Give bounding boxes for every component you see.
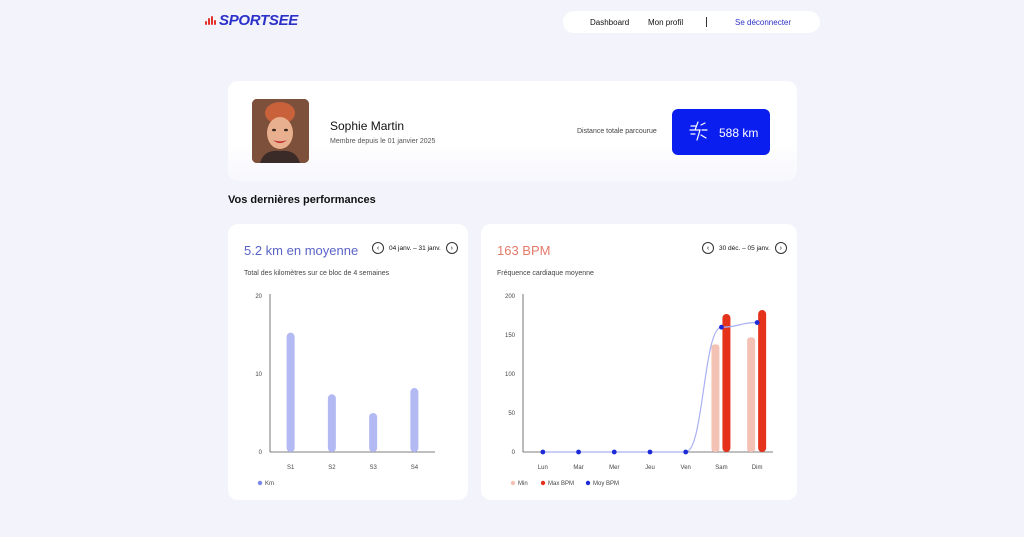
moy-bpm-point <box>540 449 546 455</box>
moy-bpm-point <box>576 449 581 455</box>
km-average-title: 5.2 km en moyenne <box>244 243 359 258</box>
min-bpm-bar <box>711 344 720 452</box>
moy-bpm-point <box>647 449 653 455</box>
section-title: Vos dernières performances <box>228 194 376 206</box>
bpm-date-range: ‹ 30 déc. – 05 janv. › <box>702 242 787 254</box>
y-tick-label: 10 <box>255 372 262 378</box>
x-tick-label: S4 <box>411 465 419 471</box>
bpm-subtitle: Fréquence cardiaque moyenne <box>497 270 594 277</box>
km-date-range: ‹ 04 janv. – 31 janv. › <box>372 242 458 254</box>
lightning-runner-icon <box>689 121 708 141</box>
y-tick-label: 0 <box>512 450 516 456</box>
member-since: Membre depuis le 01 janvier 2025 <box>330 138 436 145</box>
top-nav: Dashboard Mon profil Se déconnecter <box>563 11 820 33</box>
distance-label: Distance totale parcourue <box>577 128 657 135</box>
moy-bpm-point <box>719 324 724 330</box>
y-tick-label: 200 <box>505 294 516 300</box>
y-tick-label: 50 <box>508 411 515 417</box>
km-bar <box>327 394 336 452</box>
moy-bpm-point <box>611 449 617 455</box>
max-bpm-bar <box>758 310 767 452</box>
y-tick-label: 20 <box>255 294 262 300</box>
chevron-left-icon[interactable]: ‹ <box>702 242 714 254</box>
chevron-right-icon[interactable]: › <box>774 242 787 254</box>
legend-label: Max BPM <box>548 481 574 487</box>
moy-bpm-point <box>683 449 689 455</box>
km-bar <box>286 332 295 452</box>
brand-logo[interactable]: SPORTSEE <box>205 12 298 29</box>
x-tick-label: Sam <box>715 465 727 471</box>
moy-bpm-point <box>754 320 760 325</box>
x-tick-label: Lun <box>538 465 548 471</box>
nav-divider <box>706 17 707 27</box>
y-tick-label: 150 <box>505 333 516 339</box>
avatar <box>252 99 309 163</box>
brand-name: SPORTSEE <box>219 12 299 29</box>
bpm-chart-card: 163 BPM ‹ 30 déc. – 05 janv. › Fréquence… <box>481 224 797 500</box>
nav-profile-link[interactable]: Mon profil <box>648 18 684 27</box>
km-subtitle: Total des kilomètres sur ce bloc de 4 se… <box>244 270 390 277</box>
km-range-label: 04 janv. – 31 janv. <box>389 244 441 252</box>
distance-value: 588 km <box>719 126 759 140</box>
km-chart-card: 5.2 km en moyenne ‹ 04 janv. – 31 janv. … <box>228 224 468 500</box>
km-bar <box>410 388 419 452</box>
bpm-bar-chart: 0 50 100 150 200 Lun Mar Mer Jeu Ven Sam Dim Min Max … <box>505 294 773 487</box>
y-tick-label: 100 <box>505 372 516 378</box>
legend-dot <box>510 480 516 486</box>
x-tick-label: S3 <box>369 465 377 471</box>
profile-card: Sophie Martin Membre depuis le 01 janvie… <box>228 81 797 181</box>
legend-label: Km <box>265 481 274 487</box>
logout-link[interactable]: Se déconnecter <box>735 18 792 27</box>
legend-dot <box>585 480 591 486</box>
legend-label: Moy BPM <box>593 481 619 487</box>
x-tick-label: Jeu <box>645 465 655 471</box>
km-bar <box>369 413 378 452</box>
legend-dot <box>257 480 263 486</box>
x-tick-label: S1 <box>287 465 295 471</box>
profile-name: Sophie Martin <box>330 119 405 133</box>
legend-label: Min <box>518 481 528 487</box>
x-tick-label: Mar <box>573 465 583 471</box>
x-tick-label: Ven <box>681 465 691 471</box>
x-tick-label: Dim <box>752 465 763 471</box>
distance-badge: 588 km <box>672 109 770 155</box>
y-tick-label: 0 <box>259 450 263 456</box>
chevron-right-icon[interactable]: › <box>445 242 458 254</box>
x-tick-label: S2 <box>328 465 336 471</box>
max-bpm-bar <box>722 313 731 452</box>
min-bpm-bar <box>747 337 756 452</box>
x-tick-label: Mer <box>609 465 619 471</box>
nav-dashboard-link[interactable]: Dashboard <box>590 18 630 27</box>
chevron-left-icon[interactable]: ‹ <box>372 242 384 254</box>
bpm-average-title: 163 BPM <box>497 243 551 258</box>
legend-dot <box>540 480 546 486</box>
bpm-range-label: 30 déc. – 05 janv. <box>719 244 770 252</box>
logo-mark-icon <box>205 16 216 25</box>
km-bar-chart: 0 10 20 S1 S2 S3 S4 Km <box>255 294 435 487</box>
